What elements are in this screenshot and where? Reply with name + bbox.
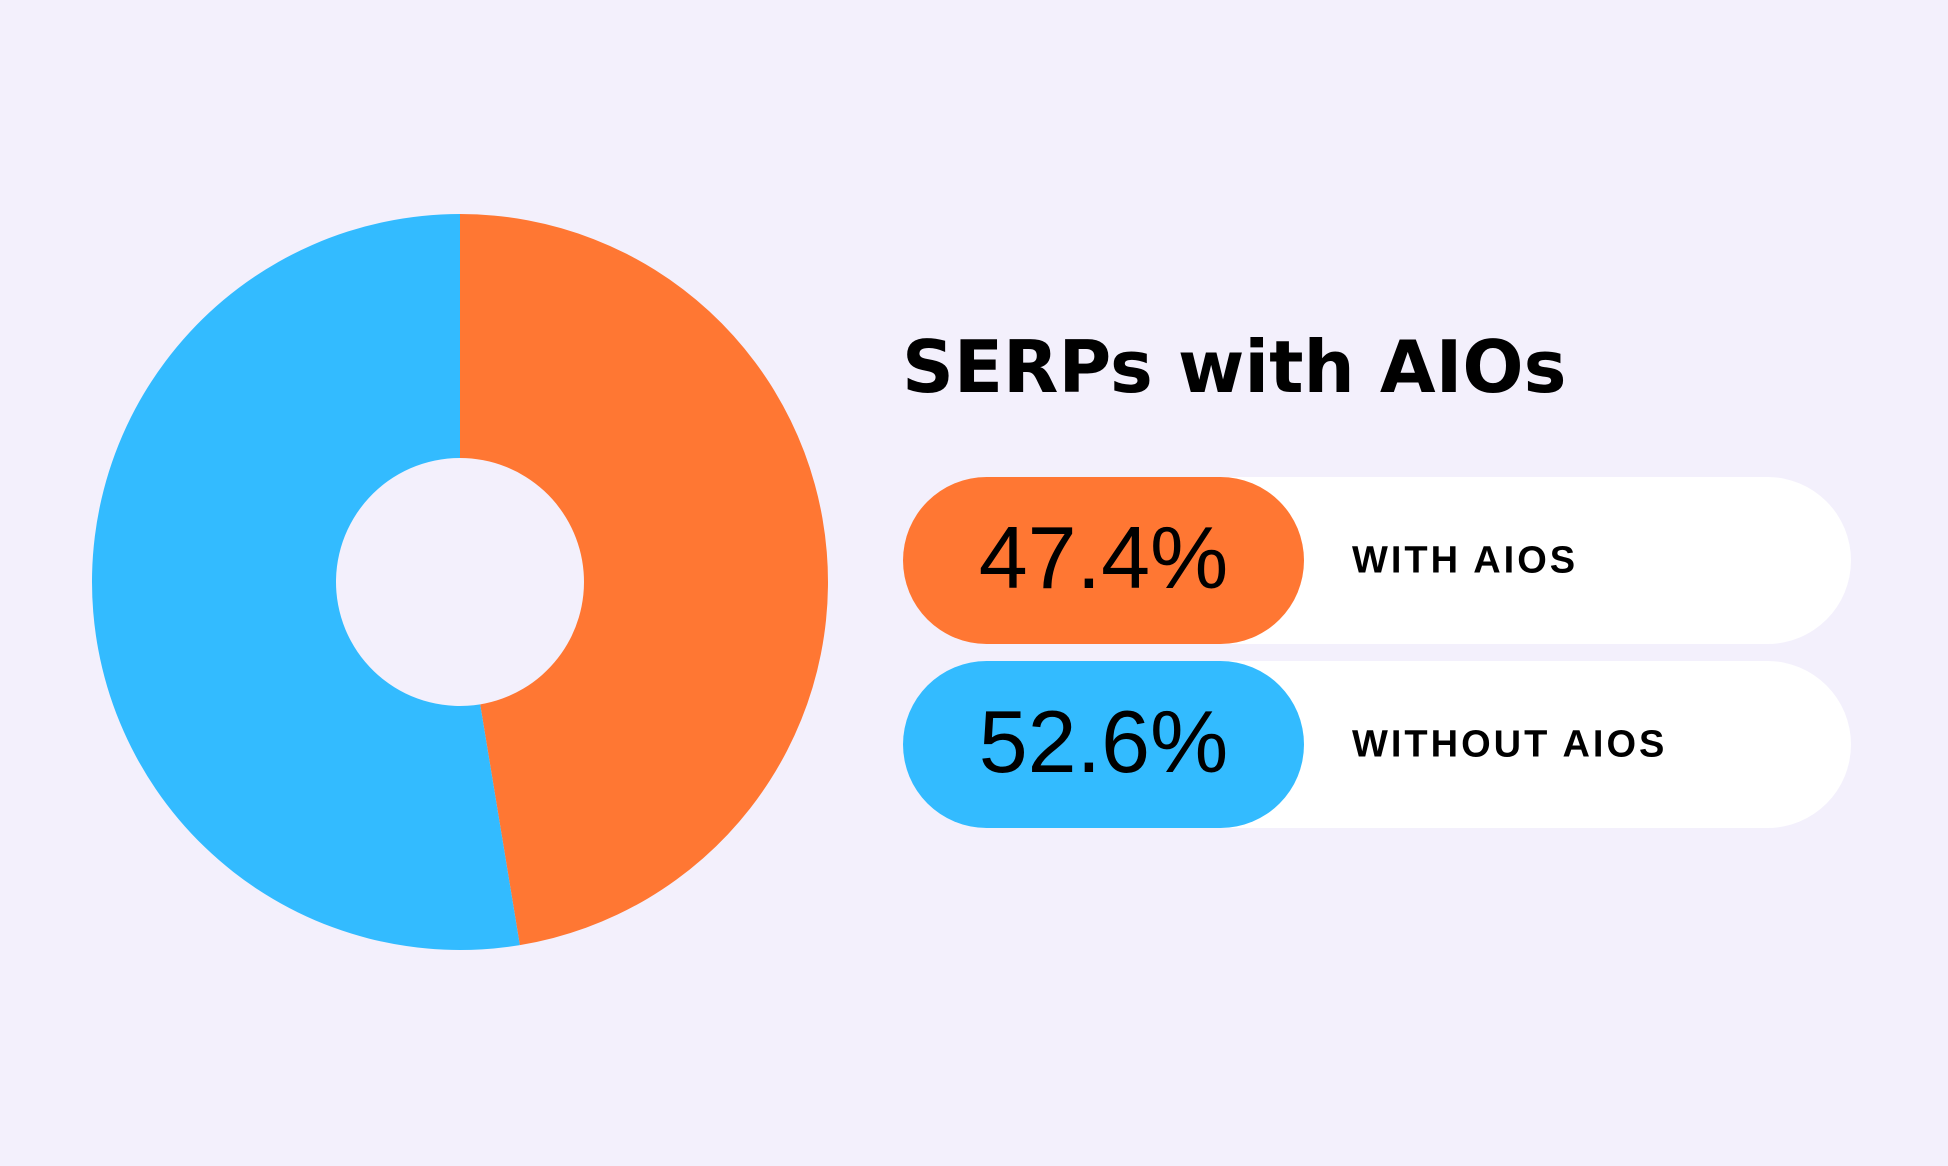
value-label: 47.4% — [979, 508, 1229, 607]
chart-title: SERPs with AIOs — [902, 325, 1566, 409]
legend-label: WITHOUT AIOS — [1352, 724, 1667, 766]
value-label: 52.6% — [979, 692, 1229, 791]
pie-slice — [92, 214, 520, 950]
legend-label: WITH AIOS — [1352, 540, 1578, 582]
legend-swatch — [903, 477, 1304, 644]
legend-swatch — [903, 661, 1304, 828]
pie-slice — [460, 214, 829, 946]
